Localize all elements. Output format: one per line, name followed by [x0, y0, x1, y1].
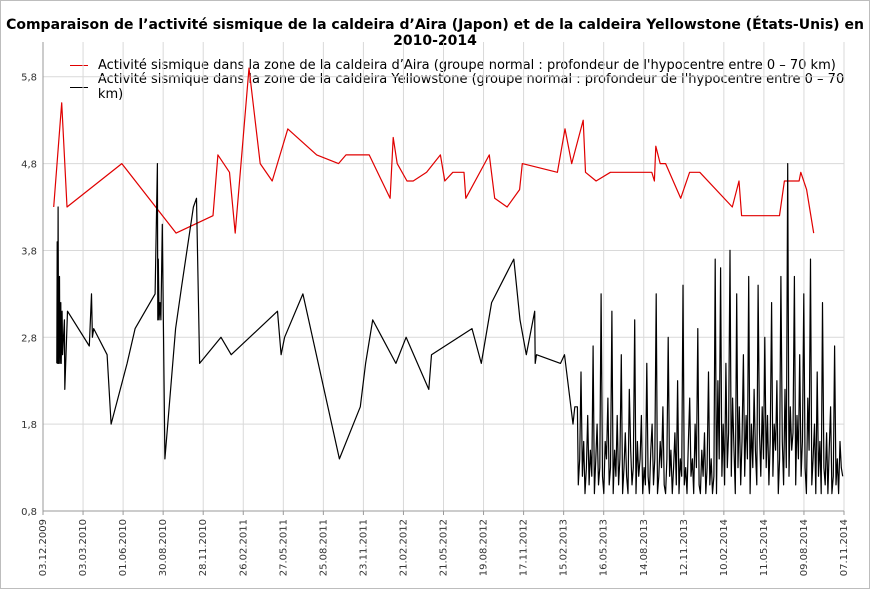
x-tick-label: 15.02.2013 [559, 519, 570, 576]
series-group [53, 67, 844, 495]
x-tick-label: 17.11.2012 [519, 519, 530, 576]
x-tick-label: 21.02.2012 [398, 519, 409, 576]
axes [42, 42, 845, 515]
legend-label-aira: Activité sismique dans la zone de la cal… [98, 57, 836, 73]
legend-entry-yellowstone: Activité sismique dans la zone de la cal… [70, 72, 870, 102]
x-tick-label: 10.02.2014 [719, 519, 730, 576]
legend: Activité sismique dans la zone de la cal… [70, 54, 870, 102]
legend-entry-aira: Activité sismique dans la zone de la cal… [70, 54, 870, 76]
x-tick-labels: 03.12.2009 03.03.2010 01.06.2010 30.08.2010… [38, 519, 850, 576]
series-line-aira [53, 67, 815, 234]
x-tick-label: 03.03.2010 [78, 519, 89, 576]
y-tick-labels: 0,8 1,8 2,8 3,8 4,8 5,8 [21, 73, 37, 518]
y-tick-label: 2,8 [21, 333, 37, 344]
x-tick-label: 30.08.2010 [158, 519, 169, 576]
x-tick-label: 28.11.2010 [198, 519, 209, 576]
series-line-yellowstone [56, 163, 844, 495]
x-tick-label: 01.06.2010 [118, 519, 129, 576]
x-tick-label: 07.11.2014 [839, 519, 850, 576]
x-tick-label: 21.05.2012 [439, 519, 450, 576]
x-tick-label: 14.08.2013 [639, 519, 650, 576]
x-tick-label: 23.11.2011 [358, 519, 369, 576]
x-tick-label: 09.08.2014 [799, 519, 810, 576]
legend-label-yellowstone: Activité sismique dans la zone de la cal… [97, 72, 845, 102]
y-tick-label: 3,8 [21, 246, 37, 257]
legend-swatch-yellowstone [70, 86, 88, 88]
x-tick-label: 12.11.2013 [679, 519, 690, 576]
chart-title: Comparaison de l’activité sismique de la… [6, 17, 864, 49]
legend-swatch-aira [70, 64, 88, 66]
x-tick-label: 27.05.2011 [278, 519, 289, 576]
x-tick-label: 03.12.2009 [38, 519, 49, 576]
x-tick-label: 26.02.2011 [238, 519, 249, 576]
x-tick-label: 25.08.2011 [318, 519, 329, 576]
y-tick-label: 4,8 [21, 160, 37, 171]
x-tick-label: 16.05.2013 [599, 519, 610, 576]
y-tick-label: 1,8 [21, 420, 37, 431]
y-tick-label: 0,8 [21, 507, 37, 518]
x-tick-label: 11.05.2014 [759, 519, 770, 576]
y-tick-label: 5,8 [21, 73, 37, 84]
x-tick-label: 19.08.2012 [479, 519, 490, 576]
